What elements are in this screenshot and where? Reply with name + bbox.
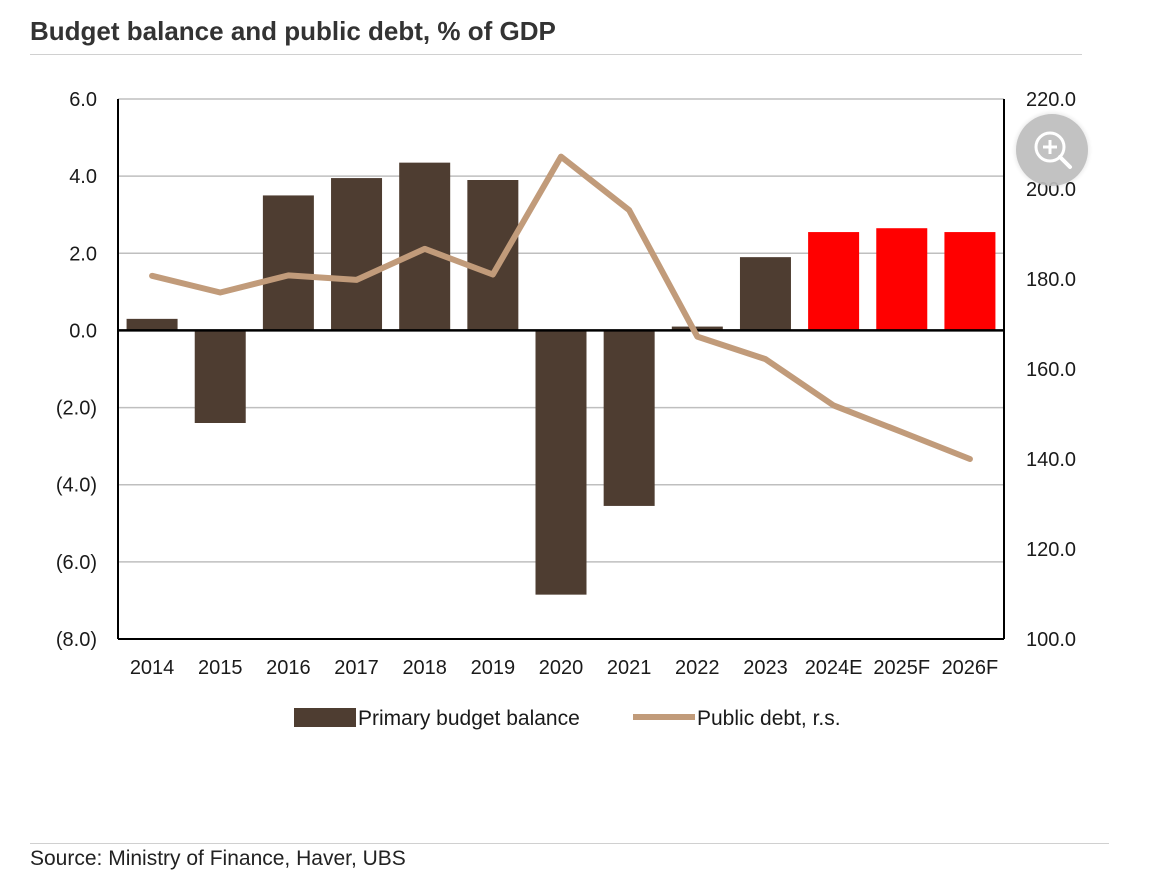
y-right-tick-label: 140.0 (1026, 449, 1076, 471)
y-left-tick-label: 0.0 (69, 320, 97, 342)
bar-2014 (126, 318, 178, 331)
title-divider (30, 54, 1082, 55)
bar-2019 (467, 180, 519, 331)
bar-2016 (262, 195, 314, 331)
y-left-tick-label: (8.0) (56, 629, 97, 651)
x-tick-label: 2014 (130, 657, 175, 679)
zoom-button[interactable] (1016, 114, 1088, 186)
legend-label-public-debt: Public debt, r.s. (697, 707, 841, 730)
bar-2023 (739, 257, 791, 331)
bar-2022 (671, 326, 723, 331)
y-right-tick-label: 180.0 (1026, 269, 1076, 291)
x-tick-label: 2022 (675, 657, 720, 679)
x-tick-label: 2018 (402, 657, 447, 679)
bar-2026F (944, 232, 996, 331)
x-tick-label: 2020 (539, 657, 584, 679)
y-right-tick-label: 160.0 (1026, 359, 1076, 381)
bar-2024E (808, 232, 860, 331)
y-left-tick-label: (2.0) (56, 398, 97, 420)
x-tick-label: 2023 (743, 657, 788, 679)
y-left-tick-label: 6.0 (69, 89, 97, 111)
zoom-in-icon (1034, 131, 1072, 169)
source-divider (30, 843, 1109, 844)
y-left-tick-label: 4.0 (69, 166, 97, 188)
y-left-tick-label: (6.0) (56, 552, 97, 574)
chart-title: Budget balance and public debt, % of GDP (30, 16, 556, 46)
y-right-tick-label: 200.0 (1026, 179, 1076, 201)
y-right-tick-label: 100.0 (1026, 629, 1076, 651)
x-tick-label: 2025F (873, 657, 930, 679)
legend-label-primary-balance: Primary budget balance (358, 707, 580, 730)
x-tick-label: 2024E (805, 657, 863, 679)
x-tick-label: 2015 (198, 657, 243, 679)
source-note: Source: Ministry of Finance, Haver, UBS (30, 847, 406, 870)
bar-2021 (603, 330, 655, 506)
y-right-tick-label: 120.0 (1026, 539, 1076, 561)
x-tick-label: 2019 (471, 657, 516, 679)
y-left-tick-label: (4.0) (56, 475, 97, 497)
x-tick-label: 2017 (334, 657, 379, 679)
y-right-tick-label: 220.0 (1026, 89, 1076, 111)
bar-2017 (331, 178, 383, 331)
bar-2020 (535, 330, 587, 595)
y-left-tick-label: 2.0 (69, 243, 97, 265)
bar-2015 (194, 330, 246, 423)
x-tick-label: 2016 (266, 657, 311, 679)
x-tick-label: 2021 (607, 657, 652, 679)
bar-2025F (876, 228, 928, 331)
legend-swatch-primary-balance (294, 708, 356, 727)
x-tick-label: 2026F (942, 657, 999, 679)
